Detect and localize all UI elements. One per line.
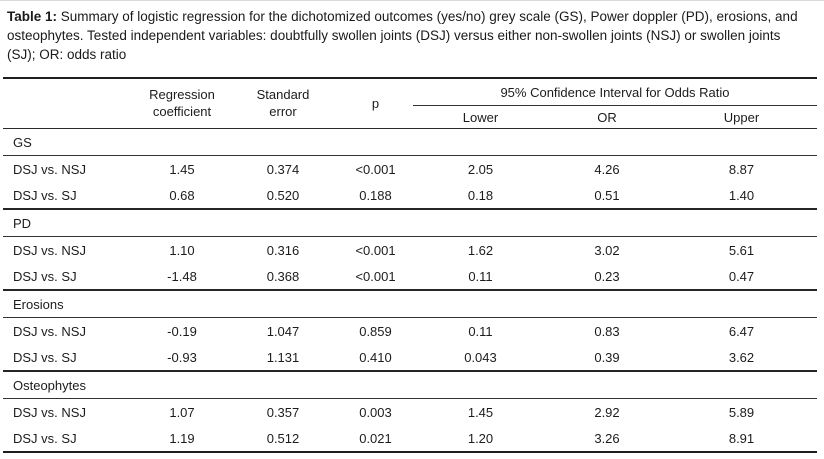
cell: 1.19 [169,430,195,446]
col-header-or: OR [548,105,666,129]
header-line: Regression [149,87,215,102]
cell: -1.48 [136,263,228,291]
section-header-osteophytes: Osteophytes [3,371,817,399]
col-header-regression-coefficient: Regression coefficient [136,78,228,129]
col-header-standard-error: Standard error [228,78,338,129]
section-label: Erosions [3,290,817,318]
cell: 1.45 [467,404,494,420]
table-caption: Table 1: Summary of logistic regression … [0,0,824,64]
cell: 1.20 [467,430,494,446]
table-caption-line3: (SJ); OR: odds ratio [7,47,127,62]
cell: 0.316 [266,242,300,258]
header-line: coefficient [152,103,212,119]
row-label: DSJ vs. SJ [3,263,136,291]
cell: -0.19 [167,323,197,339]
cell: 0.859 [359,323,392,339]
cell: 8.91 [728,430,755,446]
page-top-edge [0,0,824,1]
cell: 3.02 [594,242,620,258]
cell: 0.357 [266,404,300,420]
cell: 1.40 [666,182,817,210]
table-caption-line1: Summary of logistic regression for the d… [57,9,798,24]
row-label: DSJ vs. SJ [13,430,77,446]
section-header-erosions: Erosions [3,290,817,318]
cell: 0.021 [359,430,392,446]
cell: 3.26 [594,430,620,446]
cell: 0.11 [413,263,548,291]
cell: 5.61 [728,242,755,258]
table-row: DSJ vs. SJ 1.19 0.512 0.021 1.20 3.26 8.… [3,425,817,452]
section-header-pd: PD [3,209,817,237]
col-header-p: p [338,78,413,129]
cell: 0.512 [266,430,300,446]
header-row-top: Regression coefficient Standard error p … [3,78,817,129]
cell: 1.10 [169,242,195,258]
cell: 6.47 [728,323,755,339]
row-label: DSJ vs. SJ [3,182,136,210]
results-table: Regression coefficient Standard error p … [3,77,817,453]
cell: <0.001 [355,161,396,177]
corner-cell [3,78,136,129]
cell: 0.18 [413,182,548,210]
col-header-lower: Lower [413,105,548,129]
cell: 5.89 [728,404,755,420]
cell: 0.003 [359,404,392,420]
section-label: GS [3,128,817,156]
cell: 0.520 [228,182,338,210]
cell: <0.001 [338,263,413,291]
cell: <0.001 [355,242,396,258]
table-row: DSJ vs. NSJ 1.45 0.374 <0.001 2.05 4.26 … [3,156,817,183]
table-row: DSJ vs. SJ 0.68 0.520 0.188 0.18 0.51 1.… [3,182,817,210]
table-row: DSJ vs. NSJ 1.10 0.316 <0.001 1.62 3.02 … [3,237,817,264]
cell: 3.62 [666,344,817,372]
table-row: DSJ vs. NSJ -0.19 1.047 0.859 0.11 0.83 … [3,318,817,345]
table-row: DSJ vs. NSJ 1.07 0.357 0.003 1.45 2.92 5… [3,399,817,426]
section-label: Osteophytes [3,371,817,399]
col-header-upper: Upper [666,105,817,129]
cell: 1.047 [266,323,300,339]
cell: 0.68 [136,182,228,210]
cell: 1.62 [467,242,494,258]
section-header-gs: GS [3,128,817,156]
header-line: error [269,103,297,119]
row-label: DSJ vs. NSJ [13,323,86,339]
table-row: DSJ vs. SJ -0.93 1.131 0.410 0.043 0.39 … [3,344,817,372]
table-caption-label: Table 1: [7,9,58,24]
cell: 0.47 [666,263,817,291]
cell: 1.131 [228,344,338,372]
cell: 2.05 [467,161,494,177]
cell: 0.83 [594,323,620,339]
ci-group-header: 95% Confidence Interval for Odds Ratio [413,78,817,106]
cell: 0.39 [548,344,666,372]
cell: 4.26 [594,161,620,177]
header-line: Standard [256,87,310,102]
table-caption-line2: osteophytes. Tested independent variable… [7,28,781,43]
row-label: DSJ vs. NSJ [13,242,86,258]
cell: 0.410 [338,344,413,372]
row-label: DSJ vs. NSJ [13,161,86,177]
header-row-sub: Lower OR Upper [3,105,817,129]
section-label: PD [3,209,817,237]
cell: 0.374 [266,161,300,177]
cell: 1.07 [169,404,195,420]
cell: 2.92 [594,404,620,420]
cell: 0.51 [548,182,666,210]
cell: 0.23 [548,263,666,291]
cell: 0.11 [468,323,493,339]
table-row: DSJ vs. SJ -1.48 0.368 <0.001 0.11 0.23 … [3,263,817,291]
row-label: DSJ vs. SJ [3,344,136,372]
row-label: DSJ vs. NSJ [13,404,86,420]
cell: 8.87 [728,161,755,177]
cell: 0.368 [228,263,338,291]
cell: 0.043 [413,344,548,372]
cell: 1.45 [169,161,195,177]
cell: -0.93 [136,344,228,372]
cell: 0.188 [338,182,413,210]
